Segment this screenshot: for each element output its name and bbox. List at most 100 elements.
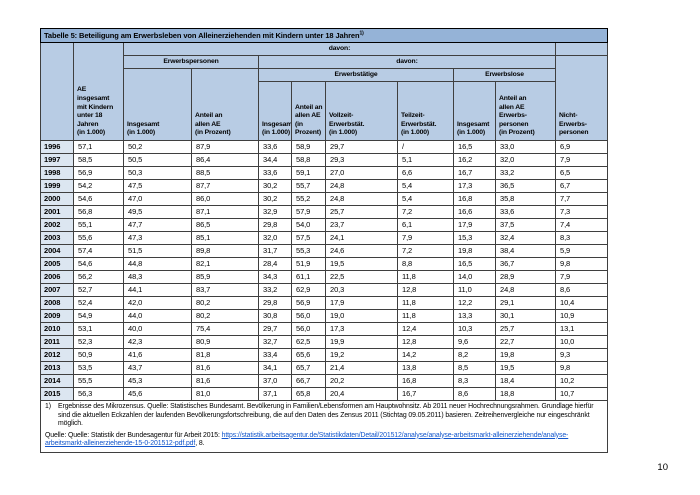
data-cell: 6,5 (554, 166, 609, 180)
data-cell: 9,6 (453, 335, 496, 349)
data-cell: 29,8 (258, 218, 292, 232)
data-cell: 10,0 (554, 335, 609, 349)
data-cell: 30,2 (258, 192, 292, 206)
data-cell: 20,2 (325, 374, 398, 388)
data-cell: 33,2 (258, 283, 292, 297)
data-cell: 57,5 (291, 231, 326, 245)
erwerbspersonen-header: Erwerbspersonen (123, 55, 259, 69)
data-cell: 34,1 (258, 361, 292, 375)
year-cell: 2010 (40, 322, 74, 336)
data-cell: 50,9 (73, 348, 124, 362)
data-cell: 24,8 (325, 179, 398, 193)
data-cell: 58,5 (73, 153, 124, 167)
data-cell: 40,0 (123, 322, 192, 336)
data-cell: 11,8 (397, 296, 454, 310)
title-footnote-marker: 1) (359, 30, 364, 37)
data-cell: 17,3 (453, 179, 496, 193)
data-cell: 49,5 (123, 205, 192, 219)
data-cell: 25,7 (495, 322, 556, 336)
data-cell: 28,9 (495, 270, 556, 284)
footnote-cell: 1) Ergebnisse des Mikrozensus. Quelle: St… (39, 400, 609, 453)
data-cell: 12,8 (397, 283, 454, 297)
data-cell: 32,4 (495, 231, 556, 245)
table-row: 2014 55,5 45,3 81,6 37,0 66,7 20,2 16,8 8,3 18,4 1… (40, 374, 609, 388)
data-cell: 54,6 (73, 257, 124, 271)
ep-insgesamt-header: Insgesamt (in 1.000) (123, 68, 192, 141)
data-cell: 7,9 (397, 231, 454, 245)
data-cell: 50,5 (123, 153, 192, 167)
davon-1-header: davon: (123, 42, 556, 56)
data-cell: 80,9 (191, 335, 259, 349)
data-cell: 6,1 (397, 218, 454, 232)
source-suffix: , 8. (195, 440, 205, 448)
data-cell: 61,1 (291, 270, 326, 284)
data-cell: 55,5 (73, 374, 124, 388)
data-cell: 16,8 (453, 192, 496, 206)
data-cell: 8,6 (554, 283, 609, 297)
data-cell: 31,7 (258, 244, 292, 258)
data-cell: 10,2 (554, 374, 609, 388)
data-cell: 22,7 (495, 335, 556, 349)
year-cell: 2004 (40, 244, 74, 258)
header-row-3: Insgesamt (in 1.000) Anteil an allen AE … (41, 68, 608, 141)
ae-column-header: AE insgesamt mit Kindern unter 18 Jahren… (73, 42, 124, 141)
data-cell: 81,6 (191, 374, 259, 388)
el-anteil-header: Anteil an allen AE Erwerbs- personen (in… (495, 81, 556, 141)
year-cell: 2015 (40, 387, 74, 401)
table-row: 1997 58,5 50,5 86,4 34,4 58,8 29,3 5,1 16,2 32,0 7… (40, 153, 609, 167)
year-cell: 2001 (40, 205, 74, 219)
header-row-1: AE insgesamt mit Kindern unter 18 Jahren… (40, 42, 609, 141)
year-cell: 2013 (40, 361, 74, 375)
table-row: 2008 52,4 42,0 80,2 29,8 56,9 17,9 11,8 12,2 29,1… (40, 296, 609, 310)
data-cell: 55,3 (291, 244, 326, 258)
data-cell: 58,9 (291, 140, 326, 154)
data-cell: 8,6 (453, 387, 496, 401)
table-row: 2003 55,6 47,3 85,1 32,0 57,5 24,1 7,9 15,3 32,4 8… (40, 231, 609, 245)
data-cell: 19,2 (325, 348, 398, 362)
data-cell: 57,9 (291, 205, 326, 219)
data-cell: 35,8 (495, 192, 556, 206)
data-cell: 66,7 (291, 374, 326, 388)
data-cell: 81,8 (191, 348, 259, 362)
data-cell: 83,7 (191, 283, 259, 297)
data-cell: 16,5 (453, 257, 496, 271)
table-row: 2005 54,6 44,8 82,1 28,4 51,9 19,5 8,8 16,5 36,7 9… (40, 257, 609, 271)
data-cell: 56,0 (291, 322, 326, 336)
data-cell: 23,7 (325, 218, 398, 232)
teilzeit-header: Teilzeit- Erwerbstät. (in 1.000) (397, 81, 454, 141)
source-link[interactable]: https://statistik.arbeitsagentur.de/Stat… (45, 431, 569, 448)
data-cell: 57,4 (73, 244, 124, 258)
data-cell: 33,6 (258, 140, 292, 154)
data-cell: 13,8 (397, 361, 454, 375)
data-cell: 45,6 (123, 387, 192, 401)
year-cell: 1997 (40, 153, 74, 167)
footnote-marker: 1) (45, 403, 51, 410)
data-cell: 9,8 (554, 257, 609, 271)
data-cell: 87,7 (191, 179, 259, 193)
data-cell: 85,9 (191, 270, 259, 284)
table-row: 1996 57,1 50,2 87,9 33,6 58,9 29,7/16,5 33,0 6,9 (40, 140, 609, 154)
table-row: 2007 52,7 44,1 83,7 33,2 62,9 20,3 12,8 11,0 24,8… (40, 283, 609, 297)
data-cell: 6,9 (554, 140, 609, 154)
table-row: 2013 53,5 43,7 81,6 34,1 65,7 21,4 13,8 8,5 19,5 9… (40, 361, 609, 375)
data-cell: 56,8 (73, 205, 124, 219)
data-cell: 34,3 (258, 270, 292, 284)
header-row-2: Erwerbspersonen davon: Nicht- Erwerbs- p… (41, 55, 609, 141)
data-cell: 14,2 (397, 348, 454, 362)
data-cell: 44,1 (123, 283, 192, 297)
erwerbslose-header: Erwerbslose (453, 68, 556, 82)
data-cell: 29,3 (325, 153, 398, 167)
data-cell: 30,1 (495, 309, 556, 323)
data-cell: 42,3 (123, 335, 192, 349)
data-cell: 20,4 (325, 387, 398, 401)
vollzeit-header: Vollzeit- Erwerbstät. (in 1.000) (325, 81, 398, 141)
table-row: 2000 54,6 47,0 86,0 30,2 55,2 24,8 5,4 16,8 35,8 7… (40, 192, 609, 206)
table-row: 2002 55,1 47,7 86,5 29,8 54,0 23,7 6,1 17,9 37,5 7… (40, 218, 609, 232)
table-row: 2010 53,1 40,0 75,4 29,7 56,0 17,3 12,4 10,3 25,7… (40, 322, 609, 336)
erwerbstaetige-header: Erwerbstätige (258, 68, 454, 82)
data-cell: 16,7 (397, 387, 454, 401)
data-cell: 55,1 (73, 218, 124, 232)
data-cell: 34,4 (258, 153, 292, 167)
data-cell: 16,5 (453, 140, 496, 154)
table5: Tabelle 5: Beteiligung am Erwerbsleben v… (39, 28, 609, 453)
